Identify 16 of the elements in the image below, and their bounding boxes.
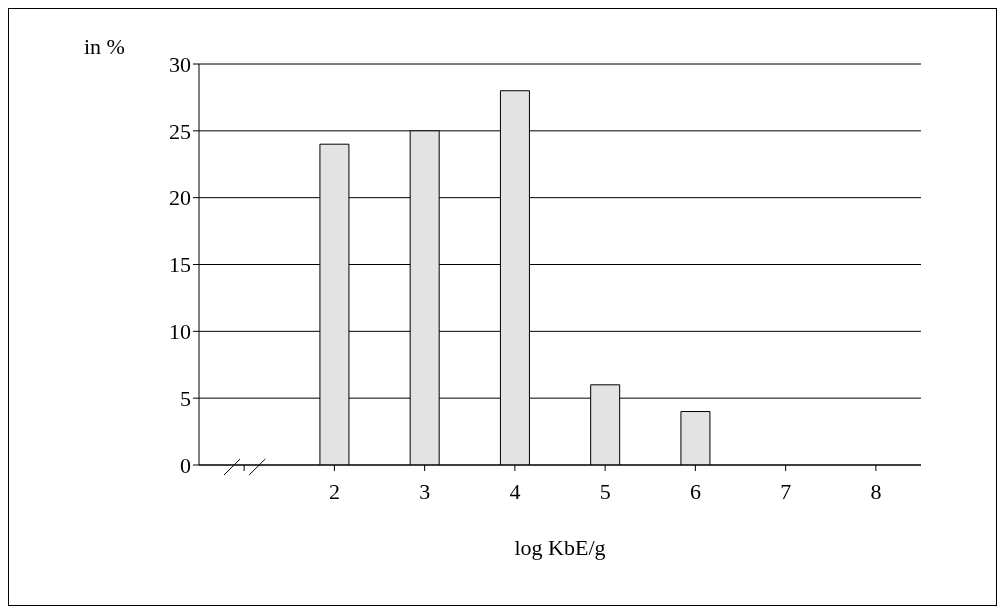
x-tick-label: 7: [780, 478, 792, 504]
x-axis-title: log KbE/g: [514, 535, 606, 560]
y-tick-label: 25: [169, 118, 191, 144]
x-tick-label: 5: [599, 478, 611, 504]
y-tick-label: 10: [169, 319, 191, 345]
y-tick-label: 30: [169, 51, 191, 77]
x-tick-label: 6: [689, 478, 701, 504]
y-tick-label: 5: [180, 385, 191, 411]
x-tick-label: 3: [419, 478, 431, 504]
y-tick-label: 15: [169, 252, 191, 278]
x-tick-label: 2: [328, 478, 340, 504]
x-tick-label: 4: [509, 478, 521, 504]
y-tick-label: 0: [180, 452, 191, 478]
y-tick-label: 20: [169, 185, 191, 211]
x-tick-label: 8: [870, 478, 882, 504]
y-axis-title: in %: [84, 34, 125, 60]
